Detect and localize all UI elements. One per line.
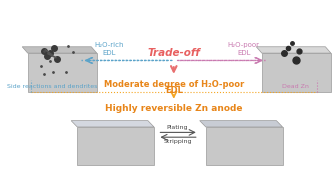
Text: Trade-off: Trade-off	[147, 48, 200, 58]
Text: Dead Zn: Dead Zn	[282, 84, 309, 89]
Polygon shape	[77, 127, 154, 166]
Text: Side reactions and dendrites: Side reactions and dendrites	[7, 84, 97, 89]
Polygon shape	[200, 121, 283, 127]
Text: H₂O-rich
EDL: H₂O-rich EDL	[95, 42, 124, 56]
Polygon shape	[262, 53, 331, 92]
Polygon shape	[256, 47, 331, 53]
Text: H₂O-poor
EDL: H₂O-poor EDL	[228, 42, 260, 56]
Polygon shape	[206, 127, 283, 166]
Polygon shape	[71, 121, 154, 127]
Polygon shape	[28, 53, 97, 92]
Text: Stripping: Stripping	[163, 139, 192, 144]
Text: EDL: EDL	[165, 86, 183, 95]
Polygon shape	[22, 47, 97, 53]
Text: Moderate degree of H₂O-poor: Moderate degree of H₂O-poor	[104, 80, 244, 89]
Text: Highly reversible Zn anode: Highly reversible Zn anode	[105, 104, 242, 113]
Text: Plating: Plating	[167, 125, 188, 130]
